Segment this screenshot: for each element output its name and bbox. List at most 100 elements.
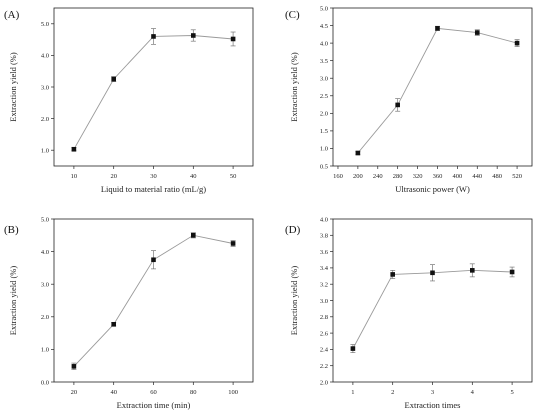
y-tick-label: 0.0 xyxy=(41,379,49,386)
x-tick-label: 440 xyxy=(472,173,482,180)
plot-frame xyxy=(332,7,533,167)
x-tick-label: 20 xyxy=(71,389,78,396)
y-tick-label: 5.0 xyxy=(41,216,49,223)
x-tick-label: 60 xyxy=(150,389,157,396)
x-tick-label: 520 xyxy=(512,173,522,180)
y-tick-label: 1.0 xyxy=(41,148,49,155)
y-axis-label: Extraction yield (%) xyxy=(8,52,18,122)
y-tick-label: 2.0 xyxy=(320,379,328,386)
data-point xyxy=(350,346,356,351)
y-tick-label: 1.5 xyxy=(320,128,328,135)
y-tick-label: 3.0 xyxy=(41,282,49,289)
y-tick-label: 2.0 xyxy=(320,111,328,118)
data-point xyxy=(514,40,520,46)
data-point xyxy=(230,241,236,246)
chart-panel-1: (A) 10 20 30 40 50 1.0 2.0 3.0 4.0 5.0 Liquid to ma… xyxy=(4,7,254,194)
data-point xyxy=(395,102,400,108)
y-axis-label: Extraction yield (%) xyxy=(289,266,299,336)
y-tick-label: 3.6 xyxy=(320,249,329,256)
x-axis-label: Extraction times xyxy=(405,400,461,410)
data-point xyxy=(230,36,236,42)
x-tick-label: 320 xyxy=(413,173,423,180)
y-tick-label: 5.0 xyxy=(320,5,328,12)
data-point xyxy=(151,34,156,39)
data-point xyxy=(71,146,77,152)
panel-label: (D) xyxy=(285,224,301,236)
y-tick-label: 0.5 xyxy=(320,163,328,170)
x-tick-label: 480 xyxy=(492,173,502,180)
y-axis-label: Extraction yield (%) xyxy=(289,52,299,122)
data-point xyxy=(111,76,116,82)
y-tick-label: 4.0 xyxy=(320,40,328,47)
chart-panel-3: (B) 20 40 60 80 100 0.0 1.0 2.0 3.0 4.0 5.0 Extracti… xyxy=(4,216,254,410)
data-point xyxy=(191,33,196,38)
data-point xyxy=(474,30,480,35)
y-tick-label: 4.0 xyxy=(41,249,49,256)
y-tick-label: 3.8 xyxy=(320,233,328,240)
x-tick-label: 40 xyxy=(190,173,197,180)
x-tick-label: 80 xyxy=(190,389,197,396)
panel-label: (B) xyxy=(4,224,19,236)
x-tick-label: 160 xyxy=(333,173,343,180)
x-tick-label: 10 xyxy=(71,173,78,180)
y-tick-label: 3.0 xyxy=(320,76,328,83)
y-tick-label: 3.5 xyxy=(320,58,328,65)
series-line xyxy=(73,35,234,150)
y-tick-label: 4.0 xyxy=(41,53,49,60)
x-tick-label: 400 xyxy=(453,173,463,180)
y-tick-label: 3.0 xyxy=(320,298,328,305)
x-tick-label: 3 xyxy=(431,389,434,396)
y-tick-label: 3.2 xyxy=(320,282,328,289)
y-tick-label: 1.0 xyxy=(320,146,328,153)
x-tick-label: 280 xyxy=(393,173,403,180)
series-line xyxy=(357,27,518,154)
x-tick-label: 360 xyxy=(433,173,443,180)
x-tick-label: 2 xyxy=(391,389,394,396)
series-line xyxy=(352,269,513,349)
data-point xyxy=(509,269,515,275)
data-point xyxy=(435,26,440,31)
x-tick-label: 50 xyxy=(230,173,237,180)
data-point xyxy=(191,233,196,238)
x-tick-label: 40 xyxy=(110,389,117,396)
y-tick-label: 2.8 xyxy=(320,314,328,321)
plot-frame xyxy=(332,218,533,383)
data-point xyxy=(390,272,395,277)
y-axis-label: Extraction yield (%) xyxy=(8,266,18,336)
x-axis-label: Liquid to material ratio (mL/g) xyxy=(101,184,206,194)
data-point xyxy=(430,270,435,276)
y-tick-label: 4.0 xyxy=(320,216,328,223)
y-tick-label: 3.0 xyxy=(41,84,49,91)
x-tick-label: 30 xyxy=(150,173,157,180)
y-tick-label: 2.0 xyxy=(41,116,49,123)
x-axis-label: Ultrasonic power (W) xyxy=(395,184,470,194)
data-point xyxy=(470,268,475,273)
x-tick-label: 100 xyxy=(228,389,238,396)
x-tick-label: 200 xyxy=(353,173,363,180)
y-tick-label: 2.2 xyxy=(320,363,328,370)
y-tick-label: 3.4 xyxy=(320,265,329,272)
panel-label: (A) xyxy=(4,9,20,21)
y-tick-label: 2.0 xyxy=(41,314,49,321)
data-point xyxy=(355,150,361,156)
x-tick-label: 5 xyxy=(510,389,513,396)
x-tick-label: 1 xyxy=(351,389,354,396)
x-tick-label: 20 xyxy=(110,173,117,180)
plot-frame xyxy=(53,218,254,383)
panel-label: (C) xyxy=(285,9,300,21)
data-point xyxy=(151,257,156,263)
chart-panel-4: (D) 1 2 3 4 5 2.0 2.2 2.4 2.6 2.8 3.0 3.2 3.4 3.6 3.8 4.… xyxy=(285,216,533,410)
data-point xyxy=(111,321,116,327)
y-tick-label: 2.4 xyxy=(320,347,329,354)
y-tick-label: 2.5 xyxy=(320,93,328,100)
chart-panel-2: (C) 160 200 240 280 320 360 400 440 480 520 0.5 1.0 1… xyxy=(285,5,533,194)
y-tick-label: 5.0 xyxy=(41,21,49,28)
x-axis-label: Extraction time (min) xyxy=(117,400,191,410)
data-point xyxy=(71,364,77,369)
x-tick-label: 240 xyxy=(373,173,383,180)
y-tick-label: 2.6 xyxy=(320,330,329,337)
x-tick-label: 4 xyxy=(471,389,475,396)
y-tick-label: 4.5 xyxy=(320,23,328,30)
y-tick-label: 1.0 xyxy=(41,347,49,354)
